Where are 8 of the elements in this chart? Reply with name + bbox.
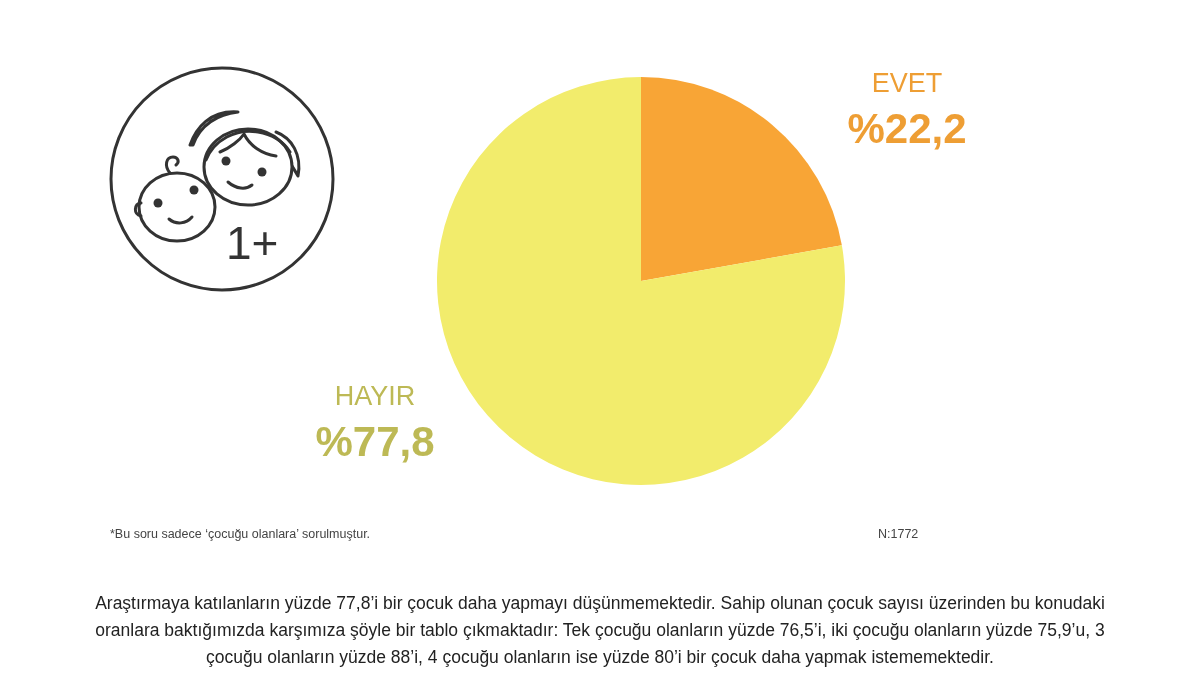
slice-label: EVET	[871, 68, 943, 99]
text: *Bu soru sadece ‘çocuğu olanlara’ sorulmuştur.	[110, 527, 371, 541]
text: 1+	[226, 217, 279, 269]
data-label: %22,2	[847, 105, 967, 153]
text: N:1772	[878, 527, 919, 541]
data-label: %77,8	[315, 417, 435, 465]
slice-label: HAYIR	[334, 380, 416, 411]
text: Araştırmaya katılanların yüzde 77,8’i bir çocuk daha yapmayı düşünmemektedir. Sahip olunan çocuk sayısı üzerinden bu konudaki oranlara baktığımızda karşımıza şöyle bir tablo çıkmaktadır: Tek çocuğu olanların yüzde 76,5’i, iki çocuğu olanların yüzde 75,9’u, 3 çocuğu olanların yüzde 88’i, 4 çocuğu olanların ise yüzde 80’i bir çocuk daha yapmak istememektedir.	[94, 592, 1106, 669]
